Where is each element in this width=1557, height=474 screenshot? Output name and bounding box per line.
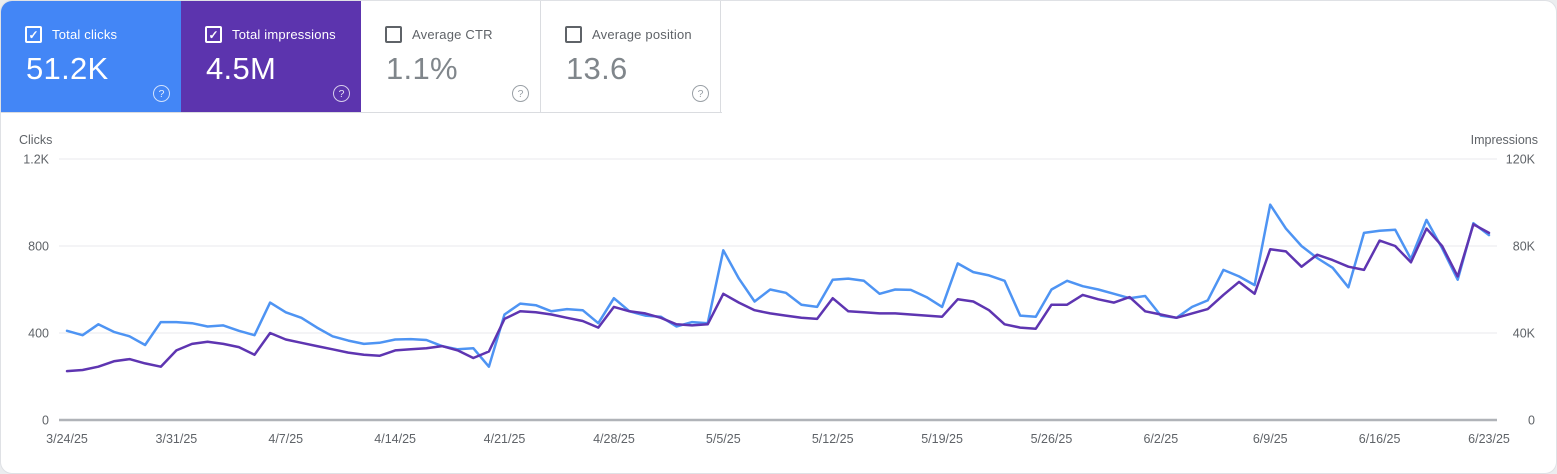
left-axis-title: Clicks: [19, 133, 52, 147]
metric-card-checkbox-row: Average CTR: [385, 26, 540, 43]
right-axis-tick-label: 80K: [1513, 240, 1536, 254]
x-axis-tick-label: 5/12/25: [812, 432, 854, 446]
right-axis-tick-label: 0: [1528, 414, 1535, 428]
x-axis-tick-label: 3/31/25: [156, 432, 198, 446]
x-axis-tick-label: 6/2/25: [1143, 432, 1178, 446]
x-axis-tick-label: 5/19/25: [921, 432, 963, 446]
x-axis-tick-label: 6/23/25: [1468, 432, 1510, 446]
clicks-line: [65, 203, 1491, 368]
right-axis-tick-label: 120K: [1506, 153, 1536, 167]
left-axis-tick-label: 400: [28, 327, 49, 341]
checkbox-average-position[interactable]: [565, 26, 582, 43]
metric-card-label: Average position: [592, 27, 692, 42]
right-axis-title: Impressions: [1471, 133, 1538, 147]
x-axis-tick-label: 4/7/25: [268, 432, 303, 446]
metric-card-label: Total impressions: [232, 27, 336, 42]
help-icon[interactable]: ?: [512, 85, 529, 102]
impressions-line: [65, 223, 1491, 373]
metric-card-value: 13.6: [566, 51, 628, 86]
metric-card-label: Total clicks: [52, 27, 118, 42]
x-axis-tick-label: 4/14/25: [374, 432, 416, 446]
metric-card-value: 51.2K: [26, 51, 109, 86]
x-axis-tick-label: 6/16/25: [1359, 432, 1401, 446]
help-icon[interactable]: ?: [333, 85, 350, 102]
x-axis-tick-label: 5/5/25: [706, 432, 741, 446]
x-axis-tick-label: 4/21/25: [484, 432, 526, 446]
metric-card-total-clicks[interactable]: ✓ Total clicks 51.2K ?: [1, 1, 181, 112]
left-axis-tick-label: 0: [42, 414, 49, 428]
x-axis-tick-label: 6/9/25: [1253, 432, 1288, 446]
metric-cards-row: ✓ Total clicks 51.2K ? ✓ Total impressio…: [1, 1, 722, 113]
left-axis-tick-label: 800: [28, 240, 49, 254]
checkbox-total-clicks[interactable]: ✓: [25, 26, 42, 43]
metric-card-average-position[interactable]: Average position 13.6 ?: [541, 1, 721, 112]
x-axis-tick-label: 4/28/25: [593, 432, 635, 446]
metric-card-value: 1.1%: [386, 51, 458, 86]
metric-card-average-ctr[interactable]: Average CTR 1.1% ?: [361, 1, 541, 112]
metric-card-value: 4.5M: [206, 51, 277, 86]
metric-card-total-impressions[interactable]: ✓ Total impressions 4.5M ?: [181, 1, 361, 112]
metric-card-label: Average CTR: [412, 27, 493, 42]
metric-card-checkbox-row: ✓ Total impressions: [205, 26, 361, 43]
performance-chart: 0 0 400 40K 800 80K 1.2K 120K Clicks Impressions 3…: [1, 113, 1556, 473]
performance-chart-svg: 0 0 400 40K 800 80K 1.2K 120K Clicks Impressions 3…: [19, 133, 1538, 446]
help-icon[interactable]: ?: [692, 85, 709, 102]
left-axis-tick-label: 1.2K: [23, 153, 49, 167]
checkbox-average-ctr[interactable]: [385, 26, 402, 43]
x-axis-tick-label: 3/24/25: [46, 432, 88, 446]
metric-card-checkbox-row: ✓ Total clicks: [25, 26, 181, 43]
help-icon[interactable]: ?: [153, 85, 170, 102]
x-axis-tick-label: 5/26/25: [1031, 432, 1073, 446]
right-axis-tick-label: 40K: [1513, 327, 1536, 341]
checkbox-total-impressions[interactable]: ✓: [205, 26, 222, 43]
metric-card-checkbox-row: Average position: [565, 26, 720, 43]
